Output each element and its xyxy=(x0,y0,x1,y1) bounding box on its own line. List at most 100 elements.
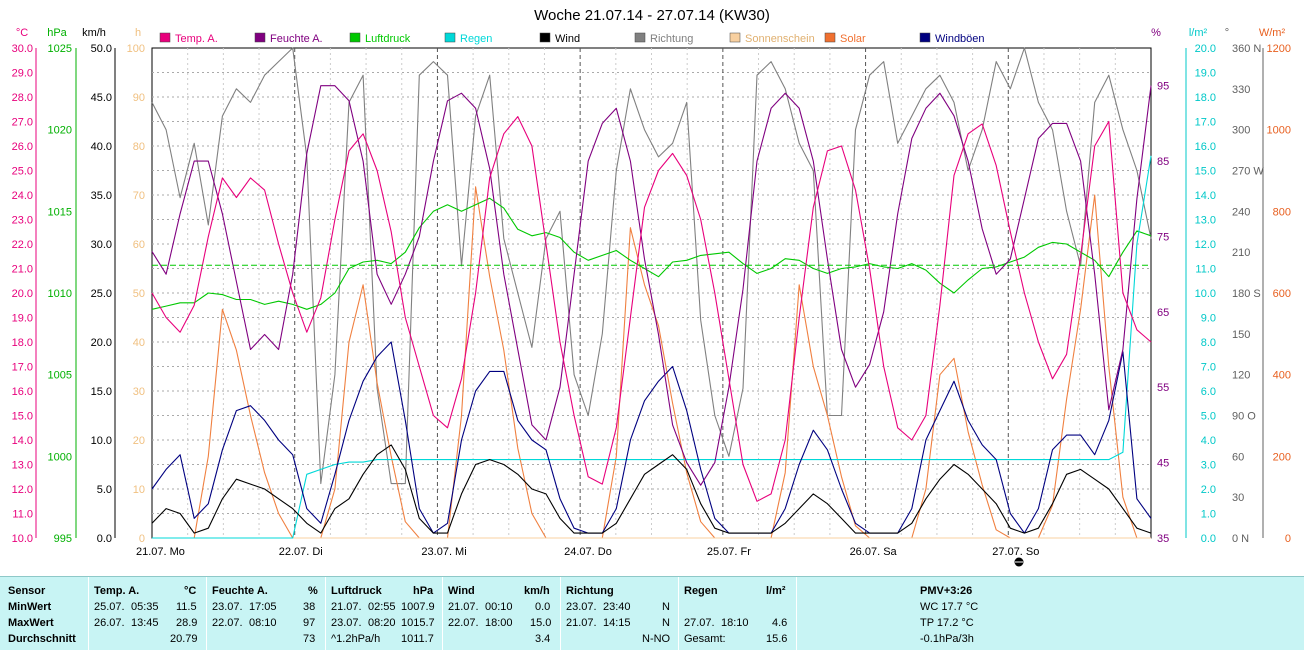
rain-tick-label: 15.0 xyxy=(1195,166,1216,178)
press-max-date: 23.07. xyxy=(331,617,362,629)
temp-avg-value: 20.79 xyxy=(170,633,198,645)
stats-header-hum: Feuchte A. xyxy=(212,585,268,597)
stats-header-temp-unit: °C xyxy=(184,585,197,597)
wind-max-date: 22.07. xyxy=(448,617,479,629)
sun-tick-label: 90 xyxy=(133,92,145,104)
hum-tick-label: 95 xyxy=(1157,81,1169,93)
pmv-windchill: WC 17.7 °C xyxy=(920,601,979,613)
rain-tick-label: 10.0 xyxy=(1195,288,1216,300)
sun-tick-label: 10 xyxy=(133,484,145,496)
legend-label: Regen xyxy=(460,33,492,45)
rain-tick-label: 12.0 xyxy=(1195,239,1216,251)
series-line-wind xyxy=(151,444,1152,534)
dir-tick-label: 360 N xyxy=(1232,43,1261,55)
temp-tick-label: 16.0 xyxy=(12,386,33,398)
weather-chart: Woche 21.07.14 - 27.07.14 (KW30) Temp. A… xyxy=(12,7,1291,567)
press-min-date: 21.07. xyxy=(331,601,362,613)
legend-label: Windböen xyxy=(935,33,985,45)
dir-tick-label: 330 xyxy=(1232,84,1250,96)
legend-label: Sonnenschein xyxy=(745,33,815,45)
rain-tick-label: 3.0 xyxy=(1201,460,1216,472)
dir-avg-value: N-NO xyxy=(642,633,671,645)
press-tick-label: 1025 xyxy=(48,43,72,55)
stats-header-wind-unit: km/h xyxy=(524,585,550,597)
press-tick-label: 995 xyxy=(54,533,72,545)
solar-tick-label: 0 xyxy=(1285,533,1291,545)
legend: Temp. A. Feuchte A. Luftdruck Regen Wind Rich… xyxy=(159,32,985,45)
rain-tick-label: 2.0 xyxy=(1201,484,1216,496)
hum-max-time: 08:10 xyxy=(249,617,277,629)
x-tick-label: 23.07. Mi xyxy=(421,546,466,558)
temp-tick-label: 15.0 xyxy=(12,411,33,423)
wind-tick-label: 10.0 xyxy=(91,435,112,447)
press-unit-label: hPa xyxy=(47,27,67,39)
dir-tick-label: 150 xyxy=(1232,329,1250,341)
hum-tick-label: 65 xyxy=(1157,307,1169,319)
x-axis-labels: 21.07. Mo 22.07. Di 23.07. Mi 24.07. Do 25.0… xyxy=(136,546,1039,558)
hum-min-time: 17:05 xyxy=(249,601,277,613)
wind-max-time: 18:00 xyxy=(485,617,513,629)
dir-tick-label: 90 O xyxy=(1232,411,1256,423)
temp-tick-label: 12.0 xyxy=(12,484,33,496)
sun-tick-label: 20 xyxy=(133,435,145,447)
rain-max-date: 27.07. xyxy=(684,617,715,629)
wind-tick-label: 5.0 xyxy=(97,484,112,496)
solar-tick-label: 400 xyxy=(1273,370,1291,382)
dir-tick-label: 270 W xyxy=(1232,166,1264,178)
dir-max-time: 14:15 xyxy=(603,617,631,629)
sun-tick-label: 40 xyxy=(133,337,145,349)
wind-unit-label: km/h xyxy=(82,27,106,39)
hum-avg-value: 73 xyxy=(303,633,316,645)
press-max-value: 1015.7 xyxy=(401,617,435,629)
series-line-luftdruck xyxy=(151,197,1152,310)
hum-max-value: 97 xyxy=(303,617,316,629)
stats-header-dir: Richtung xyxy=(566,585,614,597)
temp-tick-label: 14.0 xyxy=(12,435,33,447)
rain-tick-label: 6.0 xyxy=(1201,386,1216,398)
dir-unit-label: ° xyxy=(1225,27,1229,39)
x-tick-label: 25.07. Fr xyxy=(707,546,751,558)
hum-min-value: 38 xyxy=(303,601,316,613)
temp-tick-label: 23.0 xyxy=(12,215,33,227)
rain-total-value: 15.6 xyxy=(766,633,788,645)
press-min-value: 1007.9 xyxy=(401,601,435,613)
axes: 10.0 11.0 12.0 13.0 14.0 15.0 16.0 17.0 18.0 19.0… xyxy=(12,27,1291,545)
dir-tick-label: 180 S xyxy=(1232,288,1261,300)
stats-header-temp: Temp. A. xyxy=(94,585,140,597)
rain-max-time: 18:10 xyxy=(721,617,749,629)
solar-tick-label: 1000 xyxy=(1267,125,1291,137)
legend-label: Feuchte A. xyxy=(270,33,323,45)
press-tick-label: 1005 xyxy=(48,370,72,382)
wind-tick-label: 20.0 xyxy=(91,337,112,349)
wind-tick-label: 45.0 xyxy=(91,92,112,104)
temp-tick-label: 22.0 xyxy=(12,239,33,251)
series-line-regen xyxy=(152,155,1152,539)
temp-tick-label: 13.0 xyxy=(12,460,33,472)
sun-unit-label: h xyxy=(135,27,141,39)
legend-label: Luftdruck xyxy=(365,33,411,45)
rain-tick-label: 20.0 xyxy=(1195,43,1216,55)
rain-tick-label: 17.0 xyxy=(1195,117,1216,129)
press-min-time: 02:55 xyxy=(368,601,396,613)
hum-max-date: 22.07. xyxy=(212,617,243,629)
hum-unit-label: % xyxy=(1151,27,1161,39)
solar-tick-label: 1200 xyxy=(1267,43,1291,55)
press-avg-value: 1011.7 xyxy=(401,633,434,645)
rain-tick-label: 4.0 xyxy=(1201,435,1216,447)
wind-tick-label: 30.0 xyxy=(91,239,112,251)
dir-max-value: N xyxy=(662,617,670,629)
wind-tick-label: 50.0 xyxy=(91,43,112,55)
temp-tick-label: 19.0 xyxy=(12,313,33,325)
temp-min-time: 05:35 xyxy=(131,601,159,613)
dir-tick-label: 60 xyxy=(1232,451,1244,463)
rain-tick-label: 19.0 xyxy=(1195,68,1216,80)
pmv-pressure-trend: -0.1hPa/3h xyxy=(920,633,974,645)
solar-tick-label: 200 xyxy=(1273,451,1291,463)
dir-tick-label: 240 xyxy=(1232,206,1250,218)
row-label-avg: Durchschnitt xyxy=(8,633,76,645)
x-tick-label: 26.07. Sa xyxy=(850,546,898,558)
now-marker xyxy=(1014,557,1024,567)
rain-tick-label: 18.0 xyxy=(1195,92,1216,104)
legend-swatch xyxy=(254,32,266,43)
solar-unit-label: W/m² xyxy=(1259,27,1286,39)
